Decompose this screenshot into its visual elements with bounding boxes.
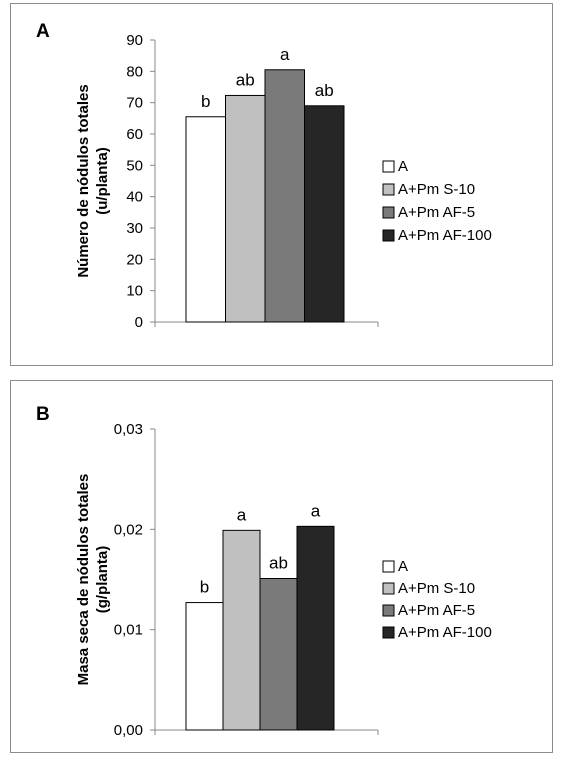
significance-label: ab: [315, 81, 334, 100]
y-tick-label: 0,02: [114, 521, 143, 538]
bar-3: [259, 577, 298, 731]
significance-label: ab: [236, 70, 255, 89]
y-tick-label: 0: [135, 314, 143, 331]
y-tick-label: 20: [126, 251, 143, 268]
legend-swatch: [382, 560, 395, 573]
legend-swatch: [382, 183, 395, 196]
y-tick-label: 0,03: [114, 421, 143, 438]
legend-swatch: [382, 229, 395, 242]
significance-label: a: [280, 45, 290, 64]
significance-label: a: [237, 505, 247, 524]
y-tick-label: 0,00: [114, 722, 143, 739]
y-tick-label: 60: [126, 126, 143, 143]
bar-1: [185, 116, 226, 323]
legend-label: A+Pm AF-5: [398, 204, 475, 221]
significance-label: a: [311, 501, 321, 520]
legend-label: A: [398, 158, 408, 175]
legend-swatch: [382, 160, 395, 173]
y-tick-label: 10: [126, 283, 143, 300]
legend-label: A+Pm S-10: [398, 181, 475, 198]
y-axis-label-line: Número de nódulos totales: [75, 84, 92, 277]
y-axis-label-line: (u/planta): [94, 147, 111, 215]
bar-1: [185, 602, 224, 731]
y-axis-label-line: Masa seca de nódulos totales: [75, 474, 92, 686]
legend-label: A+Pm S-10: [398, 580, 475, 597]
bar-4: [296, 525, 335, 731]
legend-swatch: [382, 626, 395, 639]
legend-swatch: [382, 206, 395, 219]
bar-4: [304, 105, 345, 323]
y-tick-label: 70: [126, 95, 143, 112]
panel-letter: B: [36, 404, 50, 425]
legend-swatch: [382, 582, 395, 595]
significance-label: b: [200, 578, 209, 597]
legend-swatch: [382, 604, 395, 617]
significance-label: b: [201, 92, 210, 111]
legend-label: A: [398, 558, 408, 575]
panel-letter: A: [36, 21, 50, 42]
bar-3: [264, 69, 305, 323]
y-tick-label: 90: [126, 32, 143, 49]
y-tick-label: 0,01: [114, 622, 143, 639]
legend-label: A+Pm AF-5: [398, 602, 475, 619]
bar-2: [225, 94, 266, 323]
y-tick-label: 30: [126, 220, 143, 237]
y-tick-label: 40: [126, 189, 143, 206]
bar-2: [222, 529, 261, 731]
y-axis-label: Número de nódulos totales (u/planta): [75, 84, 111, 277]
legend-label: A+Pm AF-100: [398, 227, 492, 244]
y-axis-label-line: (g/planta): [94, 546, 111, 614]
significance-label: ab: [269, 553, 288, 572]
y-tick-label: 50: [126, 157, 143, 174]
y-axis-label: Masa seca de nódulos totales (g/planta): [75, 474, 111, 686]
legend-label: A+Pm AF-100: [398, 624, 492, 641]
y-tick-label: 80: [126, 63, 143, 80]
